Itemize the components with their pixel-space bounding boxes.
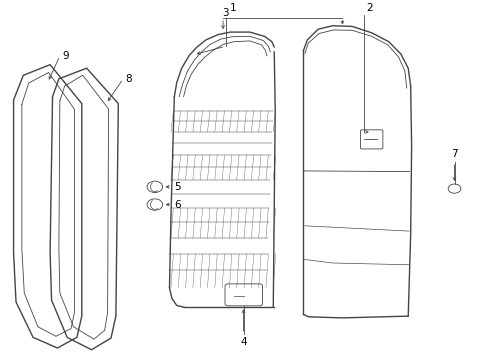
Text: 9: 9 <box>62 51 69 61</box>
FancyBboxPatch shape <box>225 284 263 306</box>
Text: 1: 1 <box>229 3 236 13</box>
Text: 5: 5 <box>174 182 181 192</box>
FancyBboxPatch shape <box>361 130 383 149</box>
Text: 7: 7 <box>451 149 458 158</box>
Text: 3: 3 <box>222 8 229 18</box>
Text: 2: 2 <box>366 3 372 13</box>
Text: 4: 4 <box>240 337 247 347</box>
Text: 6: 6 <box>174 199 181 210</box>
Text: 8: 8 <box>125 74 132 84</box>
